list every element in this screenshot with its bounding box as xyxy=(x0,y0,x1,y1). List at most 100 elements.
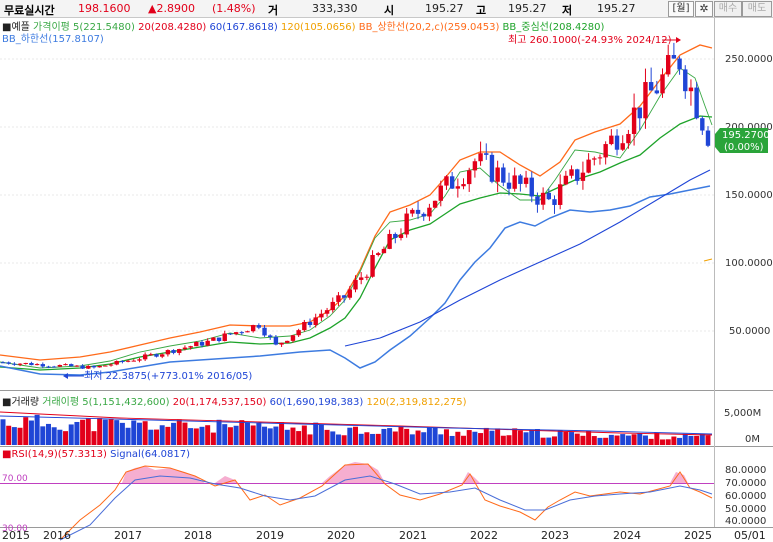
volume-bar xyxy=(699,433,705,445)
vol-legend-ma120: 120(2,319,812,275) xyxy=(366,397,467,408)
volume-bar xyxy=(466,430,472,445)
low-value: 195.27 xyxy=(597,2,636,15)
volume-bar xyxy=(45,423,51,445)
volume-bar xyxy=(102,419,108,445)
volume-bar xyxy=(358,433,364,445)
volume-bar xyxy=(614,435,620,445)
candle-body xyxy=(154,354,159,357)
volume-bar xyxy=(290,427,296,445)
volume-label: 거 xyxy=(268,4,279,17)
sell-button[interactable]: 매도 xyxy=(742,1,772,17)
volume-bar xyxy=(222,424,228,445)
x-tick-last: 05/01 xyxy=(734,529,766,542)
candle-body xyxy=(472,161,478,171)
volume-bar xyxy=(74,421,80,445)
volume-bar xyxy=(534,429,540,445)
volume-bar xyxy=(392,431,398,445)
volume-bar xyxy=(449,435,455,445)
candle-body xyxy=(171,350,176,353)
candle-body xyxy=(273,336,279,345)
volume-bar xyxy=(375,433,381,445)
candle-body xyxy=(415,209,421,214)
candle-body xyxy=(654,90,660,94)
candle-body xyxy=(484,153,489,155)
volume-bar xyxy=(517,430,523,445)
volume-bar xyxy=(409,434,415,445)
candle-body xyxy=(626,133,631,144)
rsi-tick-60: 60.0000 xyxy=(725,491,766,502)
volume-bar xyxy=(244,422,250,445)
rsi-legend-signal: Signal(64.0817) xyxy=(110,449,190,460)
candle-body xyxy=(353,279,358,290)
candle-body xyxy=(228,333,233,335)
volume-bar xyxy=(529,429,535,445)
legend-ma20: 20(208.4280) xyxy=(138,22,207,33)
volume-bar xyxy=(540,437,546,445)
volume-bar xyxy=(353,426,358,445)
volume-bar xyxy=(432,427,438,445)
volume-bar xyxy=(68,424,74,445)
candle-body xyxy=(620,143,625,150)
volume-bar xyxy=(28,420,34,445)
volume-bar xyxy=(642,435,648,445)
volume-bar xyxy=(677,437,683,445)
volume-bar xyxy=(165,426,171,445)
volume-bar xyxy=(250,425,256,445)
volume-bar xyxy=(11,427,17,445)
candle-body xyxy=(137,359,142,361)
buy-button[interactable]: 매수 xyxy=(714,1,742,17)
candle-body xyxy=(307,321,313,326)
volume-bar xyxy=(154,429,160,445)
candle-body xyxy=(211,337,216,341)
candle-body xyxy=(279,342,284,345)
volume-bar xyxy=(131,420,137,445)
volume-bar xyxy=(91,431,97,445)
candle-body xyxy=(586,159,591,173)
rsi-legend: ■RSI(14,9)(57.3313) Signal(64.0817) xyxy=(2,449,190,460)
candle-body xyxy=(387,233,392,249)
volume-bar xyxy=(415,430,421,445)
gear-icon: ✲ xyxy=(699,2,709,15)
candle-body xyxy=(29,362,34,366)
volume-bar xyxy=(233,425,239,445)
volume-bar xyxy=(210,432,216,445)
volume-bar xyxy=(216,419,222,445)
volume-bar xyxy=(279,422,285,445)
candle-body xyxy=(165,350,171,355)
volume-bar xyxy=(273,426,279,445)
candle-body xyxy=(250,325,256,332)
candle-body xyxy=(74,365,80,367)
settings-button[interactable]: ✲ xyxy=(695,1,713,17)
candle-body xyxy=(290,335,296,341)
candle-body xyxy=(609,135,614,145)
volume-bar xyxy=(682,433,688,445)
vol-legend-main: ■거래량 xyxy=(2,397,40,408)
rsi-tick-70: 70.0000 xyxy=(725,478,766,489)
candle-body xyxy=(114,360,119,365)
open-value: 195.27 xyxy=(425,2,464,15)
candle-body xyxy=(285,340,290,343)
volume-bar xyxy=(625,435,631,445)
legend-bb-lower: BB_하한선(157.8107) xyxy=(2,34,104,45)
volume-bar xyxy=(335,434,341,445)
volume-bar xyxy=(370,433,376,445)
volume-bar xyxy=(489,430,495,445)
volume-bar xyxy=(603,437,609,445)
candle-body xyxy=(205,340,210,346)
volume-bar xyxy=(665,439,671,445)
volume-bar xyxy=(108,418,114,445)
candle-body xyxy=(637,107,642,119)
volume-bar xyxy=(307,434,313,445)
volume-bar xyxy=(443,429,449,445)
period-button[interactable]: [월] xyxy=(668,1,694,17)
volume-bar xyxy=(296,431,302,445)
volume-bar xyxy=(125,427,131,445)
candle-body xyxy=(199,342,205,346)
volume-bar xyxy=(40,426,46,445)
x-tick-2023: 2023 xyxy=(541,529,569,542)
volume-bar xyxy=(705,435,711,445)
volume-bar xyxy=(398,425,404,445)
volume-bar xyxy=(483,427,489,445)
x-tick-2021: 2021 xyxy=(399,529,427,542)
